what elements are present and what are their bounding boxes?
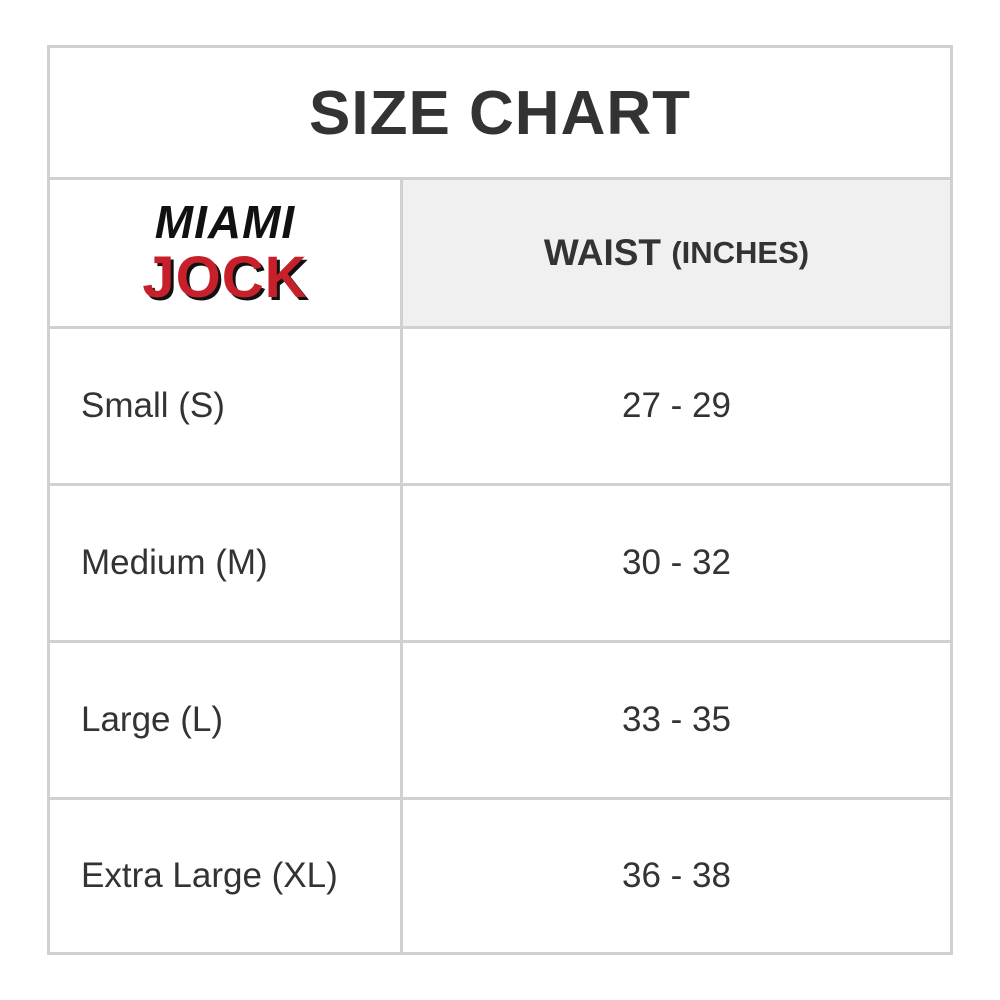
waist-cell: 30 - 32	[400, 486, 950, 640]
waist-cell: 33 - 35	[400, 643, 950, 797]
header-row: MIAMI JOCK WAIST (INCHES)	[50, 177, 950, 326]
brand-logo: MIAMI JOCK	[50, 180, 400, 326]
table-row: Extra Large (XL) 36 - 38	[50, 797, 950, 952]
unit-label: (INCHES)	[671, 235, 810, 270]
size-cell: Medium (M)	[81, 543, 268, 582]
size-cell: Large (L)	[81, 700, 224, 739]
size-chart-table: SIZE CHART MIAMI JOCK WAIST (INCHES) Sma…	[47, 45, 953, 955]
waist-cell: 36 - 38	[400, 800, 950, 952]
size-cell: Small (S)	[81, 386, 225, 425]
waist-label: WAIST	[543, 232, 662, 273]
table-row: Large (L) 33 - 35	[50, 640, 950, 797]
logo-line-1: MIAMI	[154, 196, 296, 248]
waist-column-header: WAIST (INCHES)	[400, 180, 950, 326]
logo-line-2: JOCK	[142, 245, 308, 310]
table-row: Medium (M) 30 - 32	[50, 483, 950, 640]
table-row: Small (S) 27 - 29	[50, 326, 950, 483]
size-cell: Extra Large (XL)	[81, 856, 338, 895]
waist-cell: 27 - 29	[400, 329, 950, 483]
chart-title: SIZE CHART	[309, 79, 691, 148]
